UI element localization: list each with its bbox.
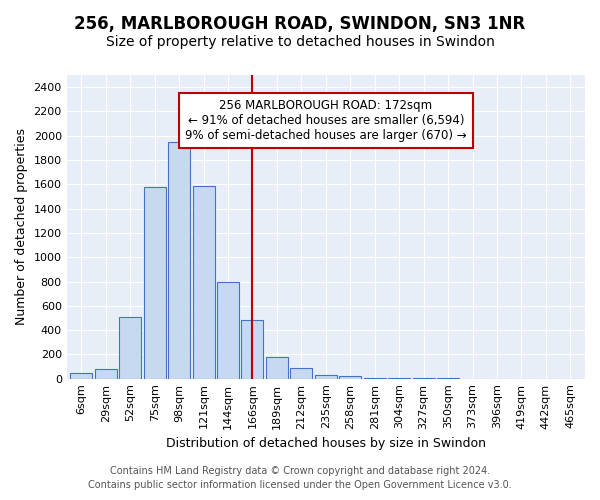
Text: 256 MARLBOROUGH ROAD: 172sqm
← 91% of detached houses are smaller (6,594)
9% of : 256 MARLBOROUGH ROAD: 172sqm ← 91% of de… (185, 100, 467, 142)
Bar (241, 320, 263, 378)
Bar (266, 357, 288, 378)
Text: Size of property relative to detached houses in Swindon: Size of property relative to detached ho… (106, 35, 494, 49)
Bar (193, 186, 215, 378)
Y-axis label: Number of detached properties: Number of detached properties (15, 128, 28, 326)
Bar (70, 372, 92, 378)
Bar (315, 375, 337, 378)
Bar (290, 368, 313, 378)
Text: Contains HM Land Registry data © Crown copyright and database right 2024.
Contai: Contains HM Land Registry data © Crown c… (88, 466, 512, 490)
Bar (339, 376, 361, 378)
Bar (95, 369, 117, 378)
Bar (217, 282, 239, 378)
Bar (168, 142, 190, 378)
Bar (143, 187, 166, 378)
Bar (119, 316, 141, 378)
Text: 256, MARLBOROUGH ROAD, SWINDON, SN3 1NR: 256, MARLBOROUGH ROAD, SWINDON, SN3 1NR (74, 15, 526, 33)
X-axis label: Distribution of detached houses by size in Swindon: Distribution of detached houses by size … (166, 437, 486, 450)
